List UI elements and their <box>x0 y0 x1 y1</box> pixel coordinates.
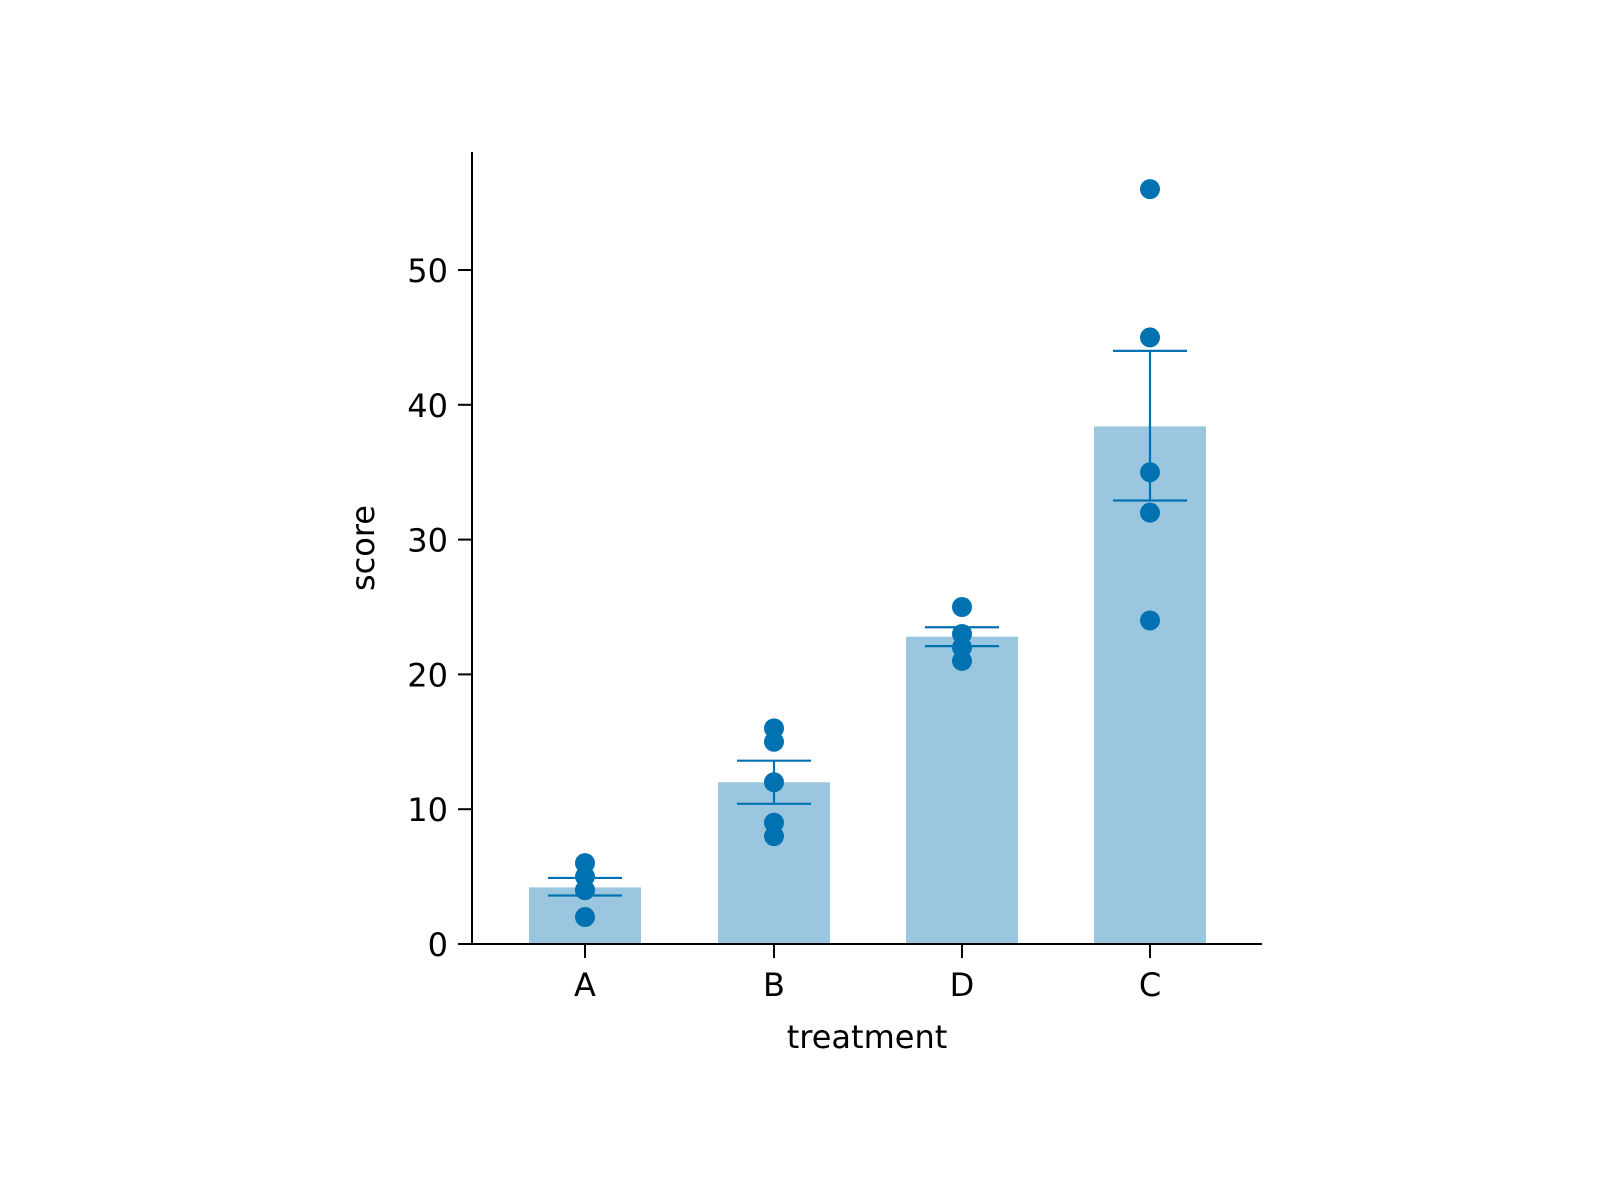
data-points <box>575 179 1160 928</box>
axes <box>471 152 1262 945</box>
bars <box>529 426 1206 944</box>
x-axis-title: treatment <box>787 1018 948 1056</box>
point-C-2 <box>1140 462 1160 483</box>
bar-B <box>718 782 830 944</box>
error-bars <box>548 349 1187 897</box>
y-tick-label-50: 50 <box>407 252 448 290</box>
x-tick-label-D: D <box>950 966 975 1004</box>
point-D-3 <box>952 650 972 671</box>
y-ticks: 0 10 20 30 40 50 <box>407 252 472 964</box>
y-axis-title: score <box>344 505 382 591</box>
y-tick-label-40: 40 <box>407 387 448 425</box>
y-tick-label-10: 10 <box>407 791 448 829</box>
x-tick-label-A: A <box>574 966 596 1004</box>
point-D-0 <box>952 597 972 617</box>
point-C-3 <box>1140 502 1160 523</box>
point-C-0 <box>1140 179 1160 200</box>
point-B-1 <box>764 731 784 752</box>
point-B-4 <box>764 826 784 847</box>
bar-D <box>906 636 1018 944</box>
y-tick-label-0: 0 <box>428 926 448 964</box>
y-tick-label-20: 20 <box>407 656 448 694</box>
x-tick-label-C: C <box>1139 966 1161 1004</box>
y-tick-label-30: 30 <box>407 522 448 560</box>
point-C-4 <box>1140 610 1160 631</box>
x-tick-label-B: B <box>763 966 785 1004</box>
point-A-4 <box>575 907 595 928</box>
point-A-3 <box>575 880 595 901</box>
point-B-2 <box>764 772 784 793</box>
point-C-1 <box>1140 327 1160 348</box>
